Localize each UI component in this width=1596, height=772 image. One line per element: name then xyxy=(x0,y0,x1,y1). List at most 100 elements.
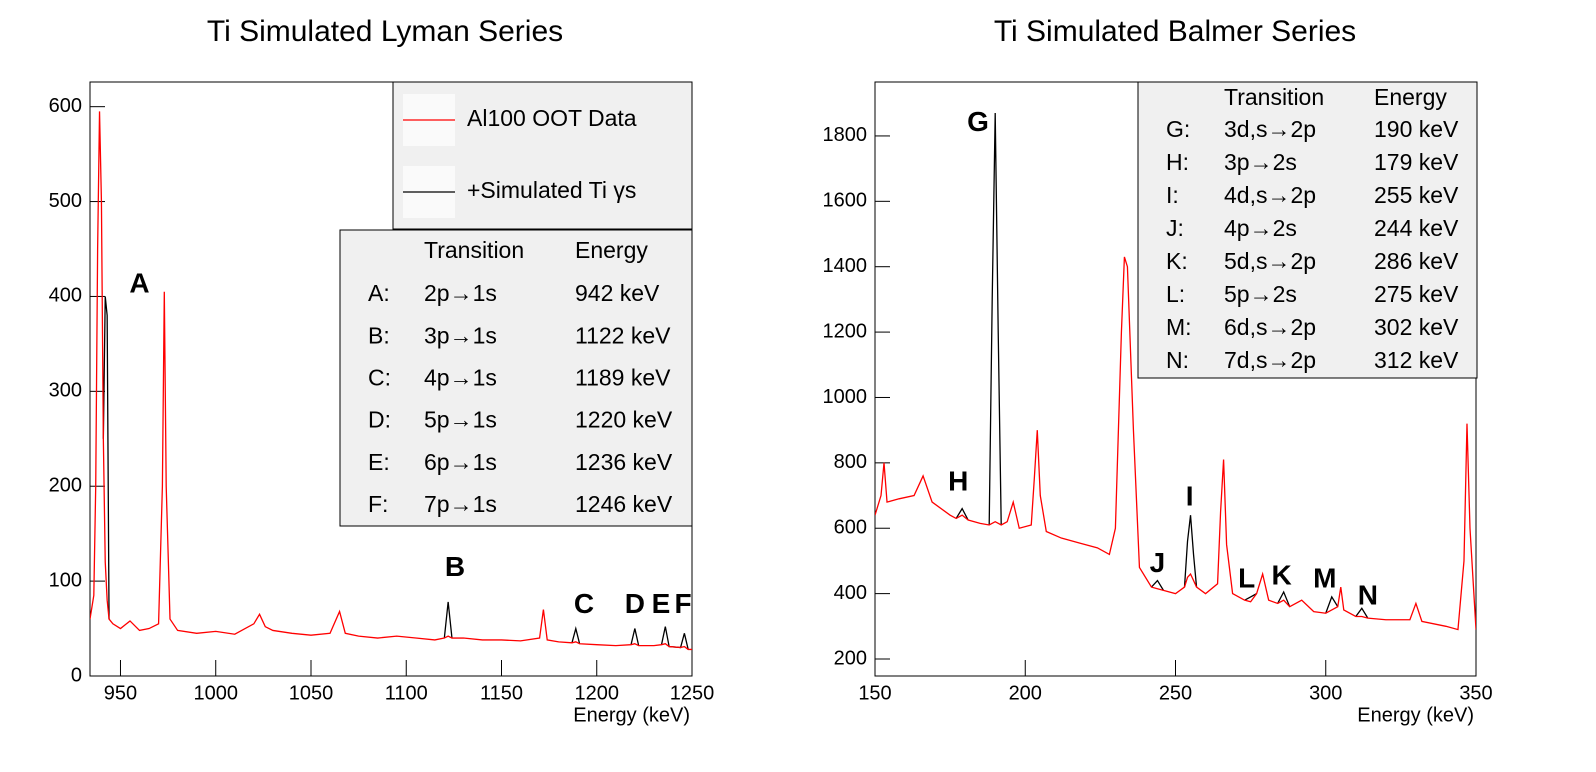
y-tick-label: 1600 xyxy=(823,190,868,212)
table-cell: A: xyxy=(368,280,390,306)
series-line xyxy=(955,113,1369,619)
y-tick-label: 600 xyxy=(834,517,867,539)
chart-title: Ti Simulated Lyman Series xyxy=(207,15,563,48)
table-cell: 5d,s→2p xyxy=(1224,248,1316,274)
table-cell: D: xyxy=(368,407,391,433)
table-cell: 4d,s→2p xyxy=(1224,182,1316,208)
x-tick-label: 350 xyxy=(1459,682,1492,704)
chart-title: Ti Simulated Balmer Series xyxy=(994,15,1356,48)
y-tick-label: 200 xyxy=(834,647,867,669)
y-tick-label: 400 xyxy=(49,285,82,307)
y-tick-label: 800 xyxy=(834,451,867,473)
table-cell: 6d,s→2p xyxy=(1224,314,1316,340)
table-cell: 1189 keV xyxy=(575,364,671,390)
y-tick-label: 400 xyxy=(834,582,867,604)
table-cell: 1122 keV xyxy=(575,322,671,348)
table-cell: C: xyxy=(368,364,391,390)
table-cell: 6p→1s xyxy=(424,449,497,475)
table-cell: 255 keV xyxy=(1374,182,1459,208)
y-tick-label: 100 xyxy=(49,569,82,591)
x-tick-label: 950 xyxy=(104,682,137,704)
peak-label: I xyxy=(1186,481,1194,512)
peak-label: G xyxy=(967,106,989,137)
peak-label: A xyxy=(129,267,149,298)
table-header: Energy xyxy=(1374,84,1447,110)
x-axis-label: Energy (keV) xyxy=(1357,704,1474,726)
x-tick-label: 1100 xyxy=(385,682,428,704)
x-tick-label: 1200 xyxy=(574,682,619,704)
table-cell: I: xyxy=(1166,182,1179,208)
peak-label: E xyxy=(652,588,671,619)
table-cell: 302 keV xyxy=(1374,314,1459,340)
legend-label: Al100 OOT Data xyxy=(467,105,637,131)
chart-panel: Ti Simulated Balmer Series 150 200 250 300 35… xyxy=(823,15,1493,726)
table-header: Transition xyxy=(424,237,524,263)
y-tick-label: 1400 xyxy=(823,255,868,277)
table-cell: 7d,s→2p xyxy=(1224,347,1316,373)
table-cell: 4p→1s xyxy=(424,364,497,390)
y-tick-label: 0 xyxy=(71,664,82,686)
table-cell: 1236 keV xyxy=(575,449,673,475)
x-tick-label: 1250 xyxy=(670,682,715,704)
table-cell: B: xyxy=(368,322,390,348)
x-tick-label: 150 xyxy=(858,682,891,704)
series-line xyxy=(102,296,689,650)
table-header: Transition xyxy=(1224,84,1324,110)
peak-label: H xyxy=(948,466,968,497)
table-cell: M: xyxy=(1166,314,1192,340)
peak-label: F xyxy=(674,588,691,619)
x-tick-label: 1150 xyxy=(480,682,523,704)
peak-label: B xyxy=(445,551,465,582)
peak-label: K xyxy=(1271,559,1291,590)
x-tick-label: 1050 xyxy=(289,682,334,704)
y-tick-label: 600 xyxy=(49,95,82,117)
peak-label: N xyxy=(1358,579,1378,610)
peak-label: D xyxy=(625,588,645,619)
table-cell: G: xyxy=(1166,116,1190,142)
y-tick-label: 1200 xyxy=(823,320,868,342)
series-line xyxy=(875,256,1476,631)
y-tick-label: 200 xyxy=(49,475,82,497)
table-cell: L: xyxy=(1166,281,1185,307)
x-tick-label: 1000 xyxy=(193,682,238,704)
x-tick-label: 300 xyxy=(1309,682,1342,704)
y-tick-label: 500 xyxy=(49,190,82,212)
table-cell: 1246 keV xyxy=(575,491,673,517)
table-cell: 3d,s→2p xyxy=(1224,116,1316,142)
table-cell: 5p→1s xyxy=(424,407,497,433)
table-cell: 312 keV xyxy=(1374,347,1459,373)
y-tick-label: 1800 xyxy=(823,124,868,146)
table-cell: 286 keV xyxy=(1374,248,1459,274)
table-cell: 2p→1s xyxy=(424,280,497,306)
peak-label: L xyxy=(1238,562,1255,593)
x-tick-label: 200 xyxy=(1009,682,1042,704)
table-cell: 1220 keV xyxy=(575,407,673,433)
table-cell: 942 keV xyxy=(575,280,660,306)
table-cell: 4p→2s xyxy=(1224,215,1297,241)
table-cell: 3p→2s xyxy=(1224,149,1297,175)
table-cell: J: xyxy=(1166,215,1184,241)
table-cell: 179 keV xyxy=(1374,149,1459,175)
table-cell: 3p→1s xyxy=(424,322,497,348)
table-cell: 275 keV xyxy=(1374,281,1459,307)
table-box xyxy=(339,229,693,527)
table-cell: N: xyxy=(1166,347,1189,373)
series-line xyxy=(90,111,692,651)
table-cell: 244 keV xyxy=(1374,215,1459,241)
table-cell: E: xyxy=(368,449,390,475)
table-cell: 190 keV xyxy=(1374,116,1459,142)
table-cell: 7p→1s xyxy=(424,491,497,517)
table-header: Energy xyxy=(575,237,648,263)
y-tick-label: 1000 xyxy=(823,386,868,408)
table-cell: 5p→2s xyxy=(1224,281,1297,307)
x-axis-label: Energy (keV) xyxy=(573,704,690,726)
legend-label: +Simulated Ti γs xyxy=(467,177,636,203)
table-box xyxy=(1137,81,1478,379)
y-tick-label: 300 xyxy=(49,380,82,402)
peak-label: M xyxy=(1313,562,1336,593)
x-tick-label: 250 xyxy=(1159,682,1192,704)
table-cell: F: xyxy=(368,491,388,517)
peak-label: J xyxy=(1150,547,1166,578)
